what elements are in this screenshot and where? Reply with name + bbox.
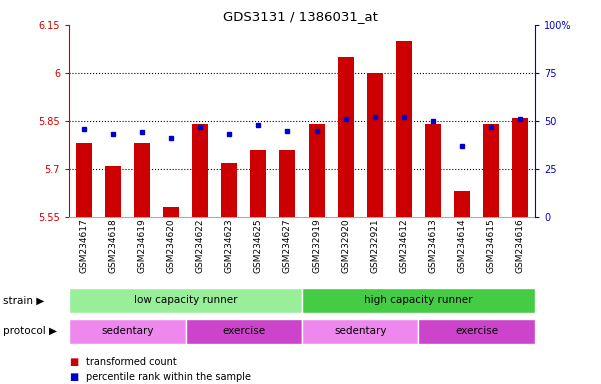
- Bar: [105, 166, 121, 217]
- Bar: [367, 73, 383, 217]
- Text: protocol ▶: protocol ▶: [3, 326, 57, 336]
- Text: high capacity runner: high capacity runner: [364, 295, 473, 306]
- Bar: [454, 191, 470, 217]
- Text: percentile rank within the sample: percentile rank within the sample: [86, 372, 251, 382]
- Bar: [76, 143, 92, 217]
- Bar: [483, 124, 499, 217]
- Text: exercise: exercise: [455, 326, 498, 336]
- Text: ■: ■: [69, 372, 78, 382]
- Bar: [221, 162, 237, 217]
- Bar: [396, 41, 412, 217]
- Text: GDS3131 / 1386031_at: GDS3131 / 1386031_at: [223, 10, 378, 23]
- Bar: [425, 124, 441, 217]
- Text: exercise: exercise: [222, 326, 266, 336]
- Bar: [338, 57, 353, 217]
- Text: strain ▶: strain ▶: [3, 295, 44, 306]
- Bar: [134, 143, 150, 217]
- Text: transformed count: transformed count: [86, 357, 177, 367]
- Bar: [163, 207, 179, 217]
- Bar: [279, 150, 296, 217]
- Text: sedentary: sedentary: [101, 326, 154, 336]
- Bar: [192, 124, 208, 217]
- Bar: [512, 118, 528, 217]
- Text: sedentary: sedentary: [334, 326, 386, 336]
- Text: ■: ■: [69, 357, 78, 367]
- Text: low capacity runner: low capacity runner: [134, 295, 237, 306]
- Bar: [251, 150, 266, 217]
- Bar: [308, 124, 325, 217]
